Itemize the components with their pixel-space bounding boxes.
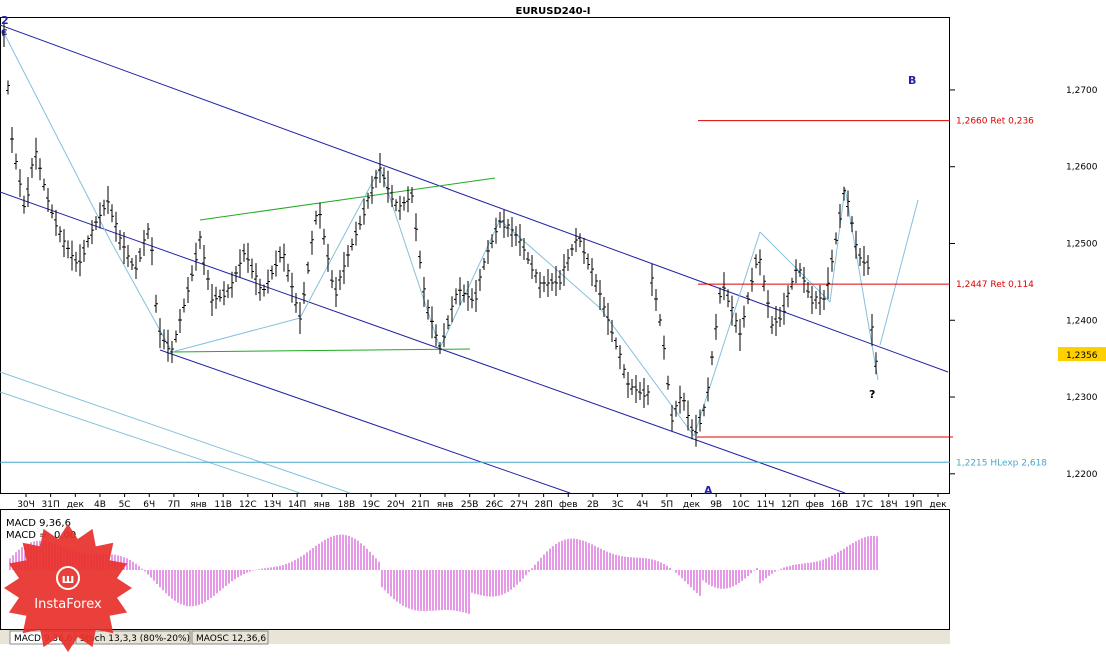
x-tick-label: 19С — [362, 500, 380, 510]
x-tick-label: дек — [929, 500, 947, 510]
x-tick-label: фев — [805, 500, 824, 510]
trend-channels — [0, 24, 949, 494]
x-tick-label: янв — [190, 500, 207, 510]
tab-stoch-label: Stoch 13,3,3 (80%-20%) — [80, 634, 190, 644]
wave-label-question: ? — [869, 388, 875, 401]
x-tick-label: 18Ч — [880, 500, 898, 510]
x-tick-label: 12П — [781, 500, 799, 510]
x-tick-label: дек — [67, 500, 85, 510]
logo-text: InstaForex — [34, 597, 102, 612]
x-tick-label: 21П — [411, 500, 429, 510]
x-tick-label: 7П — [168, 500, 181, 510]
tab-maosc[interactable]: MAOSC 12,36,6 — [191, 630, 269, 645]
channel-line — [171, 317, 301, 353]
x-tick-label: 13Ч — [264, 500, 282, 510]
y-tick-label: 1,2400 — [1066, 316, 1098, 326]
channel-line — [0, 371, 351, 494]
x-tick-label: 16В — [831, 500, 849, 510]
svg-text:ш: ш — [62, 572, 75, 586]
x-tick-label: 2В — [587, 500, 599, 510]
price-panel-frame — [0, 17, 950, 494]
channel-line — [159, 349, 571, 494]
x-tick-label: 3С — [612, 500, 624, 510]
wave-label-B: B — [908, 74, 916, 87]
wave-labels: 2c B A? — [1, 14, 916, 497]
wave-label-c: c — [1, 25, 8, 38]
price-axis: 1,2700 1,2600 1,2500 1,2400 1,2300 1,2200 1,23… — [950, 86, 1106, 480]
x-tick-label: 25В — [461, 500, 479, 510]
x-tick-label: 27Ч — [510, 500, 528, 510]
indicator-panel-frame — [0, 509, 950, 630]
current-price-label: 1,2356 — [1066, 351, 1098, 361]
x-tick-label: 6Ч — [143, 500, 155, 510]
channel-line — [0, 391, 301, 494]
channel-line — [439, 219, 501, 349]
channel-line — [759, 231, 831, 303]
x-tick-label: 28П — [535, 500, 553, 510]
y-tick-label: 1,2700 — [1066, 86, 1098, 96]
x-tick-label: 11В — [214, 500, 232, 510]
level-label: 1,2447 Ret 0,114 — [956, 280, 1034, 290]
y-tick-label: 1,2600 — [1066, 163, 1098, 173]
wave-label-2: 2 — [1, 14, 9, 27]
x-tick-label: 5С — [119, 500, 131, 510]
logo-icon — [56, 566, 80, 590]
ohlc-bars — [2, 23, 878, 447]
time-axis: 30Ч 31П дек 4В 5С 6Ч 7П янв 11В 12С 13Ч 14П янв 18В 19… — [17, 493, 947, 510]
instaforex-logo: ш InstaForex — [4, 524, 132, 652]
x-tick-label: 11Ч — [757, 500, 775, 510]
x-tick-label: дек — [683, 500, 701, 510]
x-tick-label: янв — [313, 500, 330, 510]
x-tick-label: 5П — [661, 500, 674, 510]
x-tick-label: янв — [437, 500, 454, 510]
channel-line — [599, 307, 695, 437]
x-tick-label: 19П — [904, 500, 922, 510]
macd-value-label: MACD = — [6, 530, 48, 541]
channel-line — [4, 34, 111, 241]
channel-line — [0, 191, 846, 494]
macd-name: MACD 9,36,6 — [6, 518, 71, 529]
current-price-badge — [1058, 347, 1106, 362]
channel-line — [693, 231, 761, 437]
x-tick-label: 12С — [239, 500, 257, 510]
price-bars — [2, 23, 878, 447]
y-tick-label: 1,2500 — [1066, 239, 1098, 249]
x-tick-label: 30Ч — [17, 500, 35, 510]
x-tick-label: 10С — [732, 500, 750, 510]
x-tick-label: 31П — [42, 500, 60, 510]
x-tick-label: 18В — [338, 500, 356, 510]
wave-label-A: A — [704, 484, 713, 497]
x-tick-label: 9В — [710, 500, 722, 510]
x-tick-label: 17С — [855, 500, 873, 510]
level-label: 1,2215 HLexp 2,618 — [956, 458, 1047, 468]
y-tick-label: 1,2300 — [1066, 393, 1098, 403]
x-tick-label: 26С — [485, 500, 503, 510]
retracement-levels: 1,2660 Ret 0,236 1,2447 Ret 0,114 1,2215 H… — [0, 117, 1047, 468]
level-label: 1,2660 Ret 0,236 — [956, 117, 1034, 127]
x-tick-label: 20Ч — [387, 500, 405, 510]
y-tick-label: 1,2200 — [1066, 470, 1098, 480]
x-tick-label: 4В — [94, 500, 106, 510]
channel-line — [829, 187, 846, 303]
channel-line — [379, 167, 441, 349]
x-tick-label: фев — [559, 500, 578, 510]
channel-line — [199, 177, 496, 221]
channel-line — [109, 239, 173, 353]
channel-line — [171, 348, 471, 353]
x-tick-label: 14П — [288, 500, 306, 510]
channel-line — [0, 24, 949, 373]
chart-title: EURUSD240-I — [515, 6, 590, 17]
channel-line — [299, 167, 381, 319]
x-tick-label: 4Ч — [636, 500, 648, 510]
tab-maosc-label: MAOSC 12,36,6 — [196, 634, 266, 644]
channel-line — [879, 199, 919, 346]
